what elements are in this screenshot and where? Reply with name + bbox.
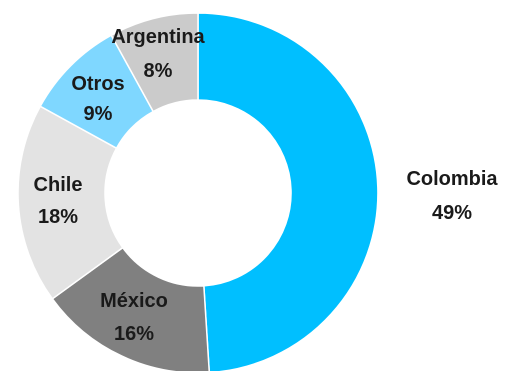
slice-label-otros: Otros [71,73,124,95]
slice-label-mexico: México [100,290,168,312]
slice-chile [17,105,124,300]
slice-value-colombia: 49% [432,202,472,224]
slice-value-otros: 9% [84,103,113,125]
slice-value-chile: 18% [38,206,78,228]
slices [17,12,379,371]
slice-mexico [51,246,210,371]
slice-value-argentina: 8% [144,60,173,82]
slice-label-argentina: Argentina [111,26,205,48]
slice-colombia [197,12,379,371]
slice-value-mexico: 16% [114,323,154,345]
slice-label-colombia: Colombia [406,168,498,190]
slice-label-chile: Chile [34,174,83,196]
slice-labels: Colombia 49% México 16% Chile 18% Otros 9% Argen… [34,26,499,345]
slice-argentina [110,12,199,113]
